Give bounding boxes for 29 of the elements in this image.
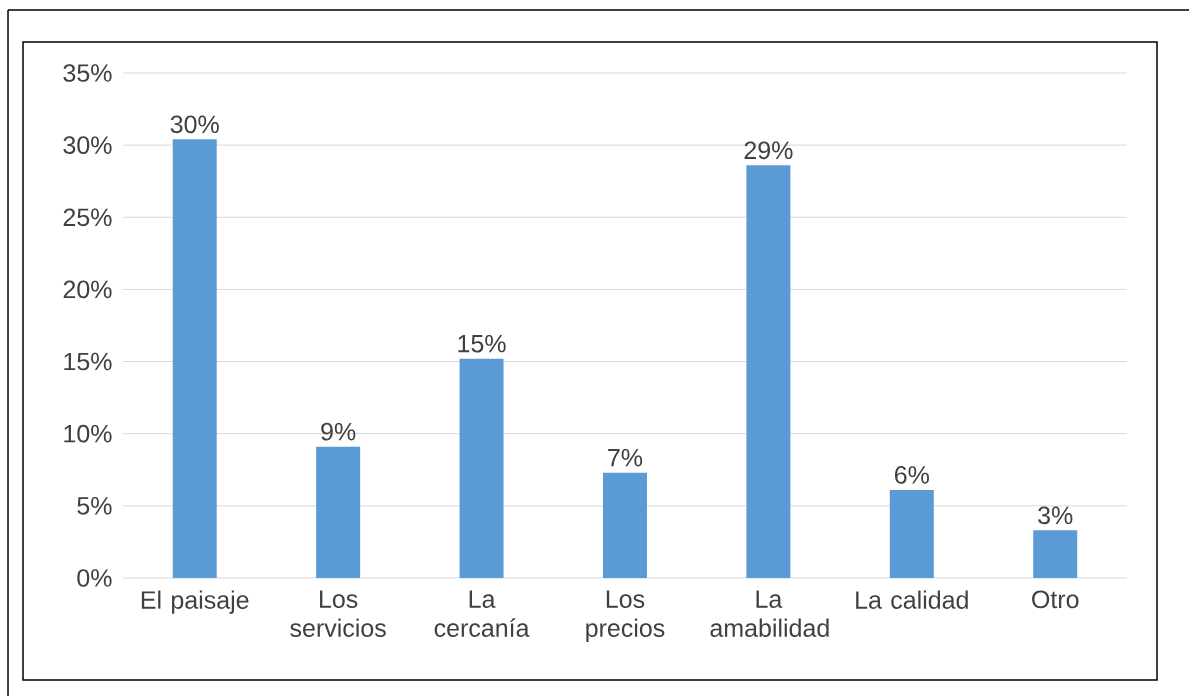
bar [459, 358, 504, 578]
bar [1033, 530, 1078, 578]
data-label: 6% [895, 466, 929, 484]
x-tick-label: La calidad [856, 590, 968, 609]
y-tick-label: 5% [77, 497, 112, 515]
y-tick-label: 20% [63, 280, 112, 299]
data-label: 3% [1038, 506, 1073, 525]
x-tick-label: Otro [1032, 590, 1079, 609]
x-tick-label: Los servicios [290, 590, 386, 637]
data-label: 30% [170, 115, 219, 134]
y-tick-label: 25% [63, 208, 112, 227]
bar [172, 139, 217, 578]
x-tick-label: La cercanía [434, 590, 530, 637]
bar [746, 165, 791, 578]
x-tick-label: El paisaje [141, 590, 249, 614]
data-label: 29% [744, 141, 793, 160]
x-tick-label: La amabilidad [710, 590, 829, 637]
bar [602, 472, 647, 578]
x-tick-label: Los precios [586, 590, 665, 642]
y-tick-label: 15% [64, 352, 112, 371]
y-tick-label: 30% [63, 136, 112, 154]
data-label: 15% [458, 334, 506, 353]
y-tick-label: 35% [63, 64, 112, 82]
y-tick-label: 10% [64, 424, 112, 443]
bar [316, 446, 361, 578]
data-label: 7% [608, 448, 643, 467]
y-tick-label: 0% [77, 569, 112, 587]
bar [889, 489, 934, 578]
data-label: 9% [321, 422, 356, 441]
